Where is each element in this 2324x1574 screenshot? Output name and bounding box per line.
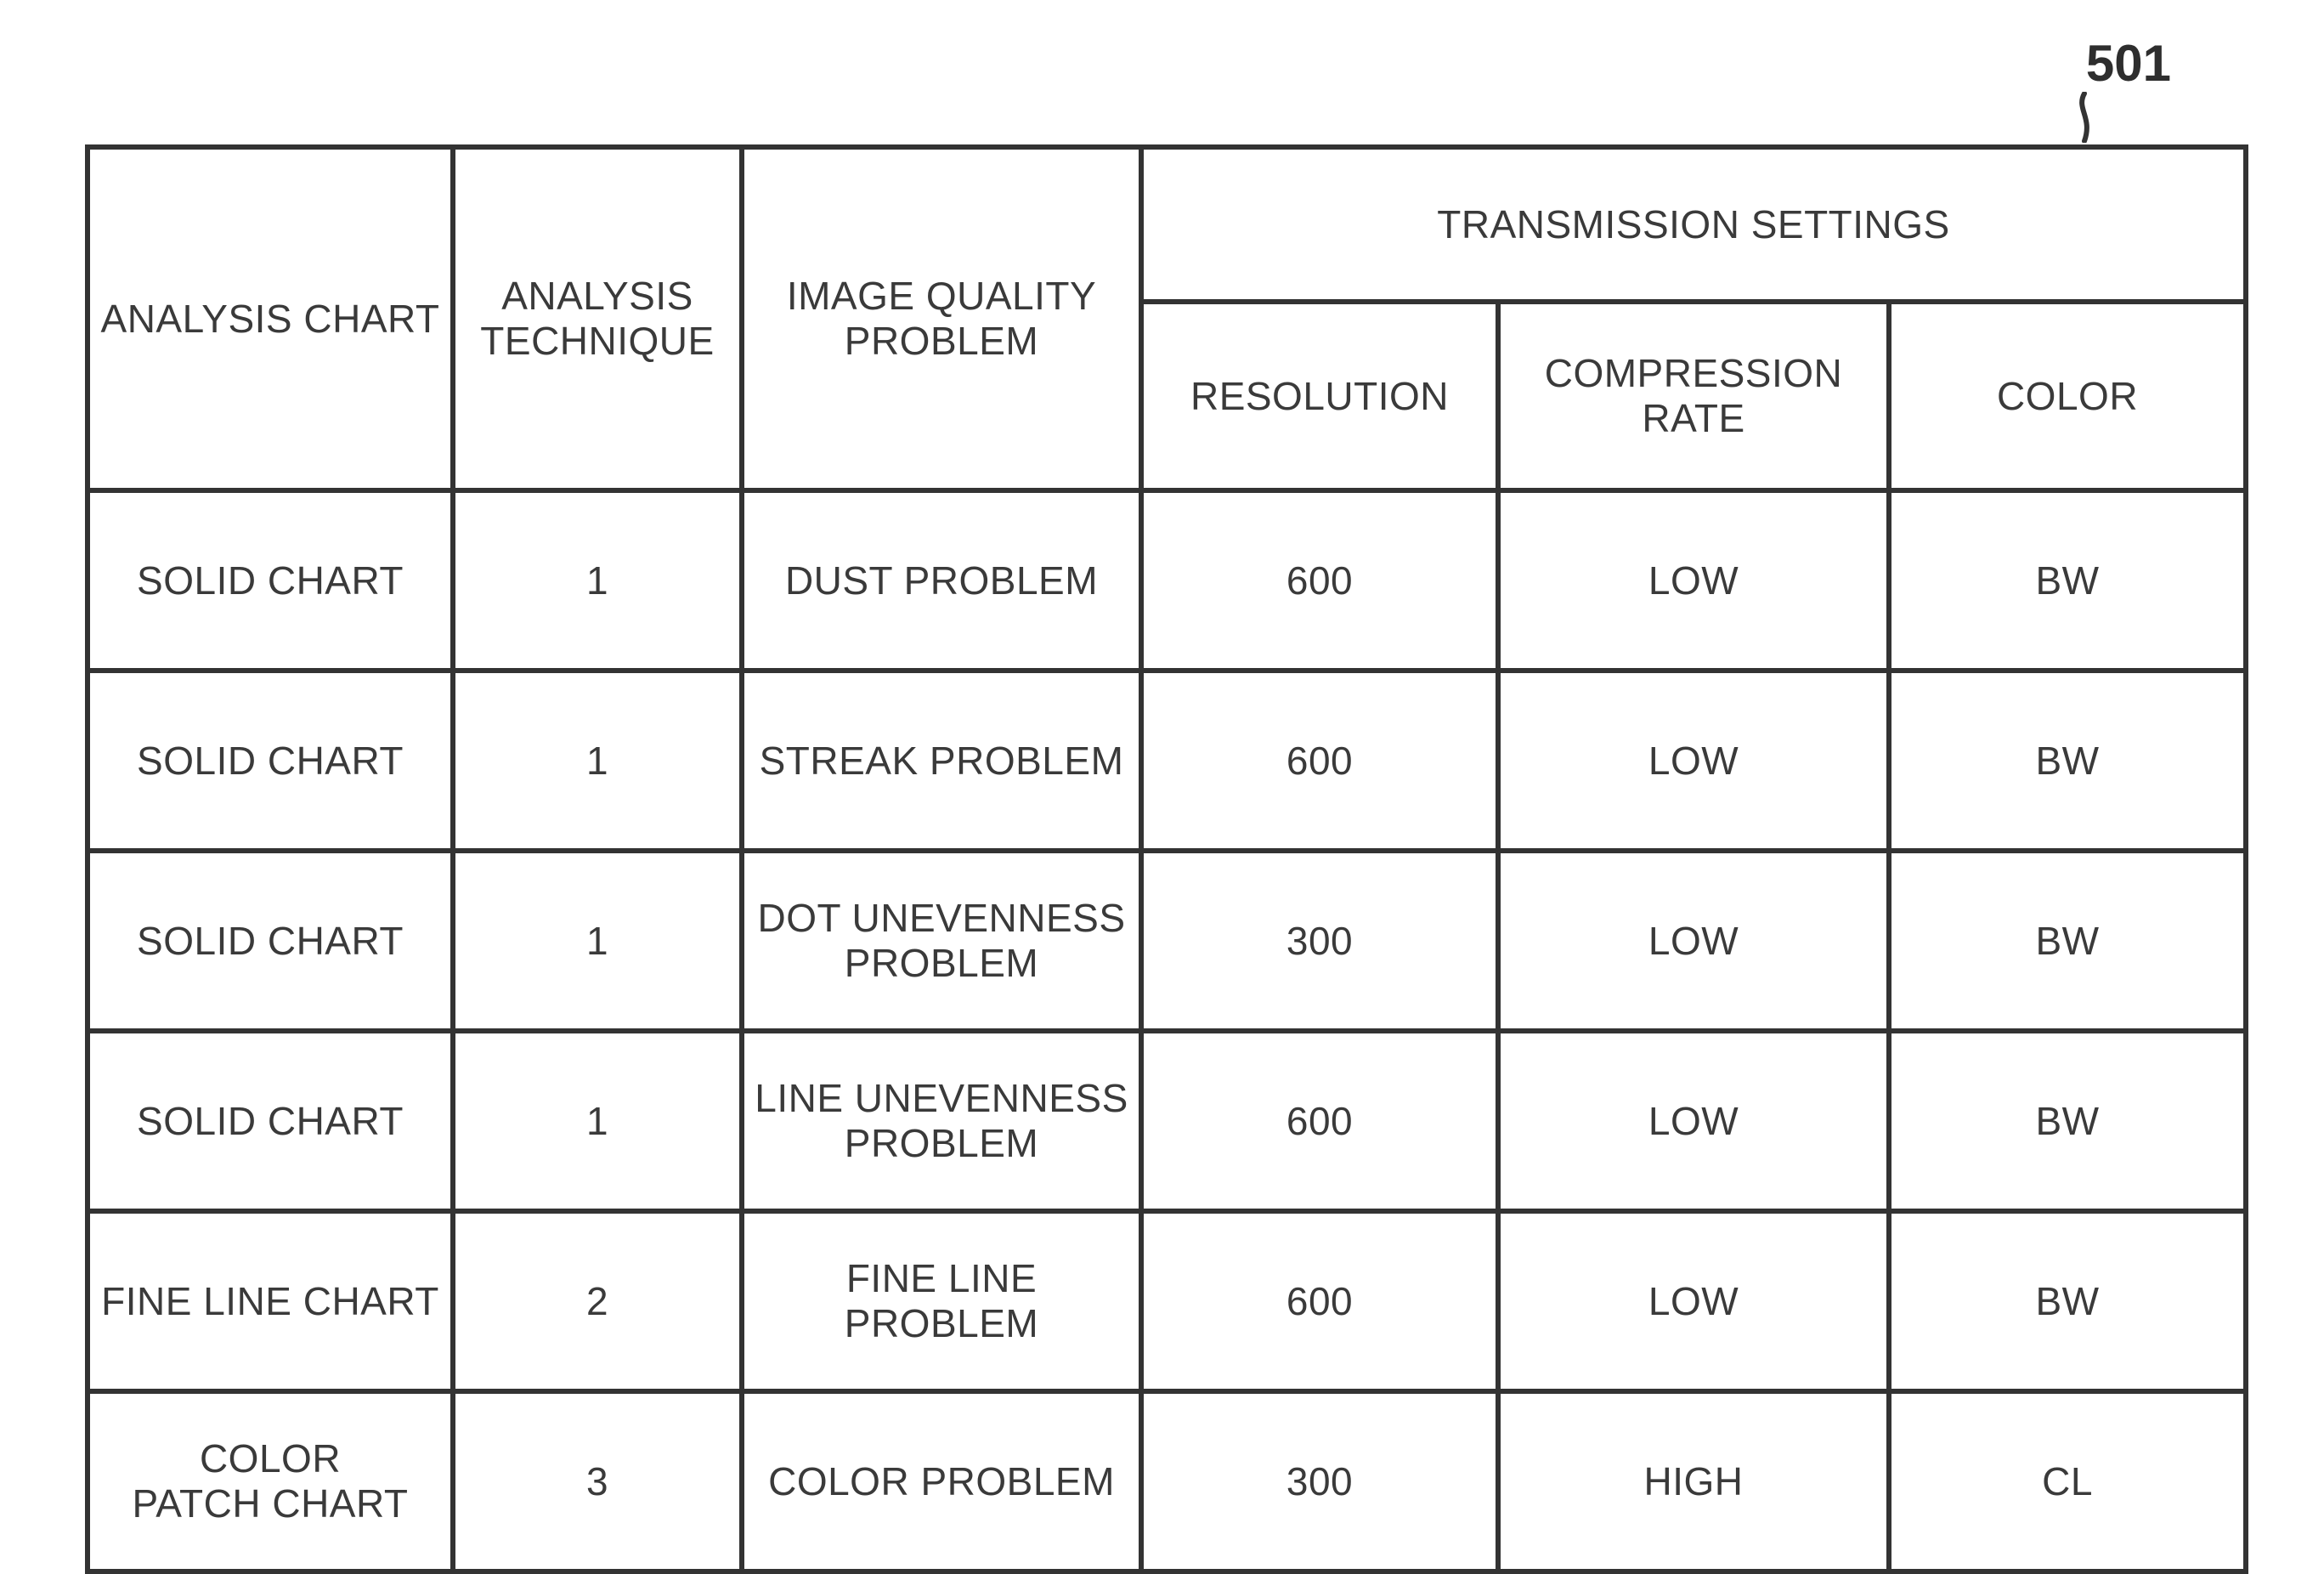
cell-problem: COLOR PROBLEM xyxy=(742,1391,1141,1571)
cell-problem: DUST PROBLEM xyxy=(742,490,1141,671)
cell-analysis-chart: COLORPATCH CHART xyxy=(88,1391,453,1571)
figure-number-label: 501 xyxy=(2086,34,2171,93)
col-header-resolution: RESOLUTION xyxy=(1141,302,1498,490)
cell-analysis-chart: SOLID CHART xyxy=(88,671,453,851)
callout-hook-icon xyxy=(2059,92,2110,143)
table-row: SOLID CHART 1 LINE UNEVENNESSPROBLEM 600… xyxy=(88,1031,2246,1211)
cell-compression: LOW xyxy=(1498,1211,1889,1391)
cell-color: BW xyxy=(1889,1031,2246,1211)
cell-compression: LOW xyxy=(1498,1031,1889,1211)
cell-resolution: 300 xyxy=(1141,1391,1498,1571)
cell-color: BW xyxy=(1889,490,2246,671)
cell-color: BW xyxy=(1889,671,2246,851)
cell-resolution: 600 xyxy=(1141,1211,1498,1391)
page: 501 ANALYSIS CHART ANALYSISTECHNIQUE IMA… xyxy=(0,0,2324,1529)
col-header-compression-rate: COMPRESSIONRATE xyxy=(1498,302,1889,490)
col-header-color: COLOR xyxy=(1889,302,2246,490)
cell-analysis-chart: SOLID CHART xyxy=(88,851,453,1031)
col-header-analysis-technique: ANALYSISTECHNIQUE xyxy=(453,147,742,490)
cell-technique: 1 xyxy=(453,490,742,671)
cell-technique: 1 xyxy=(453,671,742,851)
table-row: SOLID CHART 1 STREAK PROBLEM 600 LOW BW xyxy=(88,671,2246,851)
cell-analysis-chart: FINE LINE CHART xyxy=(88,1211,453,1391)
table-row: FINE LINE CHART 2 FINE LINEPROBLEM 600 L… xyxy=(88,1211,2246,1391)
cell-problem: STREAK PROBLEM xyxy=(742,671,1141,851)
cell-color: CL xyxy=(1889,1391,2246,1571)
cell-analysis-chart: SOLID CHART xyxy=(88,1031,453,1211)
cell-resolution: 300 xyxy=(1141,851,1498,1031)
table-row: SOLID CHART 1 DOT UNEVENNESSPROBLEM 300 … xyxy=(88,851,2246,1031)
cell-compression: LOW xyxy=(1498,671,1889,851)
table-row: COLORPATCH CHART 3 COLOR PROBLEM 300 HIG… xyxy=(88,1391,2246,1571)
col-header-analysis-chart: ANALYSIS CHART xyxy=(88,147,453,490)
cell-technique: 2 xyxy=(453,1211,742,1391)
cell-resolution: 600 xyxy=(1141,1031,1498,1211)
col-header-transmission-group: TRANSMISSION SETTINGS xyxy=(1141,147,2246,302)
cell-problem: LINE UNEVENNESSPROBLEM xyxy=(742,1031,1141,1211)
cell-resolution: 600 xyxy=(1141,490,1498,671)
cell-color: BW xyxy=(1889,1211,2246,1391)
cell-compression: LOW xyxy=(1498,851,1889,1031)
cell-compression: LOW xyxy=(1498,490,1889,671)
cell-problem: DOT UNEVENNESSPROBLEM xyxy=(742,851,1141,1031)
cell-compression: HIGH xyxy=(1498,1391,1889,1571)
col-header-image-quality: IMAGE QUALITYPROBLEM xyxy=(742,147,1141,490)
cell-color: BW xyxy=(1889,851,2246,1031)
cell-problem: FINE LINEPROBLEM xyxy=(742,1211,1141,1391)
table-row: SOLID CHART 1 DUST PROBLEM 600 LOW BW xyxy=(88,490,2246,671)
cell-technique: 3 xyxy=(453,1391,742,1571)
cell-resolution: 600 xyxy=(1141,671,1498,851)
cell-analysis-chart: SOLID CHART xyxy=(88,490,453,671)
cell-technique: 1 xyxy=(453,851,742,1031)
cell-technique: 1 xyxy=(453,1031,742,1211)
analysis-settings-table: ANALYSIS CHART ANALYSISTECHNIQUE IMAGE Q… xyxy=(85,144,2248,1574)
